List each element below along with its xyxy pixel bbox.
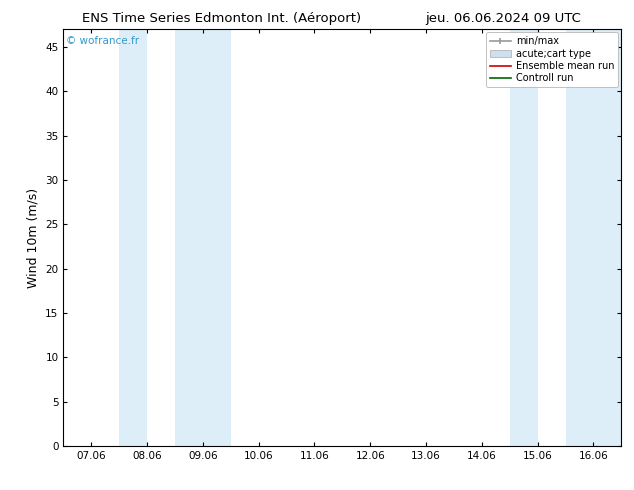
Legend: min/max, acute;cart type, Ensemble mean run, Controll run: min/max, acute;cart type, Ensemble mean … [486,32,618,87]
Y-axis label: Wind 10m (m/s): Wind 10m (m/s) [27,188,40,288]
Text: jeu. 06.06.2024 09 UTC: jeu. 06.06.2024 09 UTC [425,12,581,25]
Bar [175,29,231,446]
Bar [119,29,147,446]
Bar [566,29,621,446]
Text: © wofrance.fr: © wofrance.fr [66,36,139,46]
Bar [510,29,538,446]
Text: ENS Time Series Edmonton Int. (Aéroport): ENS Time Series Edmonton Int. (Aéroport) [82,12,361,25]
